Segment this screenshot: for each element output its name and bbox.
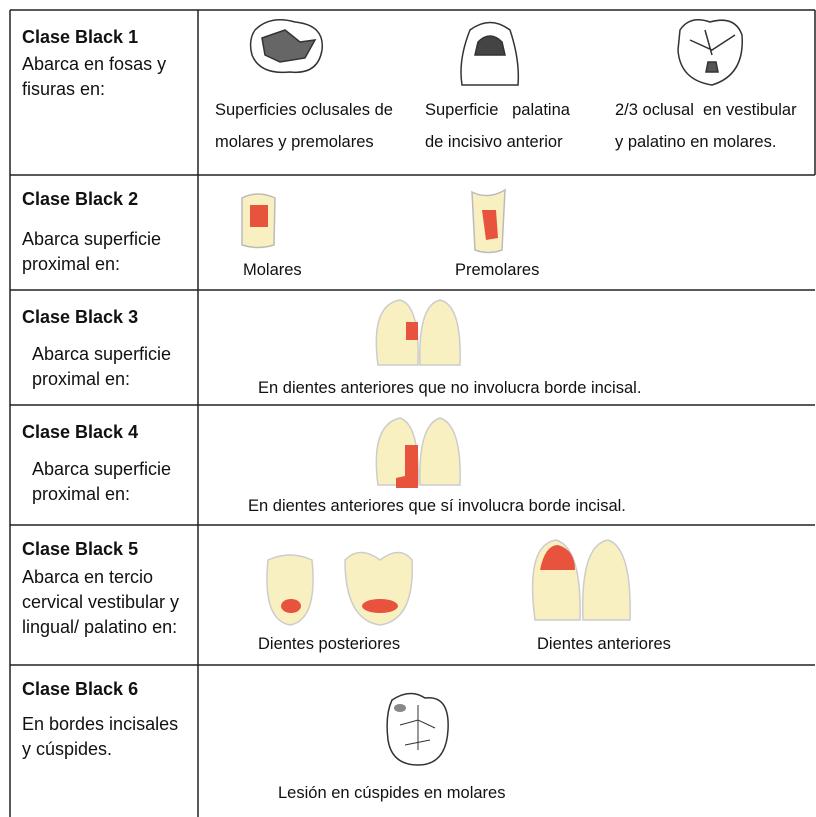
item-label: de incisivo anterior [425,133,563,151]
row-description: cervical vestibular y [22,592,180,612]
item-label: y palatino en molares. [615,133,777,151]
row-title: Clase Black 3 [22,307,139,327]
table-lines [9,9,816,817]
row-title: Clase Black 5 [22,539,139,559]
item-label: molares y premolares [215,133,374,151]
row-description: fisuras en: [22,79,106,99]
item-label: Premolares [455,261,540,279]
row-description: En bordes incisales [22,714,179,734]
row-title: Clase Black 4 [22,422,139,442]
row-title: Clase Black 6 [22,679,139,699]
item-label: En dientes anteriores que no involucra b… [258,379,642,397]
item-label: Superficies oclusales de [215,101,393,119]
row-description: Abarca superficie [22,229,162,249]
item-label: En dientes anteriores que sí involucra b… [248,497,626,515]
row-description: y cúspides. [22,739,113,759]
item-label: 2/3 oclusal en vestibular [615,101,797,119]
row-description: lingual/ palatino en: [22,617,178,637]
row-description: proximal en: [22,254,121,274]
row-description: Abarca en fosas y [22,54,167,74]
row-description: proximal en: [32,369,131,389]
item-label: Lesión en cúspides en molares [278,784,506,802]
row-description: Abarca superficie [32,459,172,479]
row-description: Abarca en tercio [22,567,154,587]
row-description: Abarca superficie [32,344,172,364]
row-title: Clase Black 1 [22,27,139,47]
item-label: Superficie palatina [425,101,570,119]
item-label: Molares [243,261,302,279]
item-label: Dientes posteriores [258,635,401,653]
item-label: Dientes anteriores [537,635,671,653]
row-title: Clase Black 2 [22,189,139,209]
tooth-illustrations [241,19,743,766]
row-description: proximal en: [32,484,131,504]
